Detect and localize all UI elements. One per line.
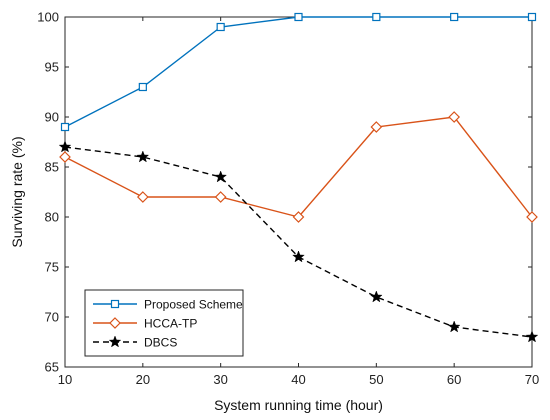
y-tick-label: 85 xyxy=(45,160,59,175)
data-point-proposed-scheme xyxy=(138,82,147,92)
data-point-hcca-tp xyxy=(526,211,538,223)
x-tick-label: 10 xyxy=(58,372,72,387)
x-tick-label: 60 xyxy=(447,372,461,387)
data-point-proposed-scheme xyxy=(216,22,225,32)
legend-label-dbcs: DBCS xyxy=(144,336,177,350)
data-point-hcca-tp xyxy=(292,211,305,223)
data-point-proposed-scheme xyxy=(60,122,70,132)
data-point-hcca-tp xyxy=(448,111,461,123)
legend-marker-proposed-scheme xyxy=(110,299,120,309)
data-point-dbcs xyxy=(447,320,461,333)
series-layer xyxy=(58,12,539,343)
data-point-hcca-tp xyxy=(136,191,149,203)
data-point-dbcs xyxy=(369,290,383,303)
legend-label-proposed-scheme: Proposed Scheme xyxy=(144,298,243,312)
x-tick-label: 50 xyxy=(369,372,383,387)
data-point-dbcs xyxy=(58,140,72,153)
data-point-proposed-scheme xyxy=(450,12,459,22)
y-tick-label: 80 xyxy=(45,210,59,225)
y-axis-title: Surviving rate (%) xyxy=(9,136,25,247)
x-axis-title: System running time (hour) xyxy=(214,397,383,413)
x-tick-label: 20 xyxy=(136,372,150,387)
legend: Proposed Scheme HCCA-TP DBCS xyxy=(84,289,244,357)
data-point-proposed-scheme xyxy=(294,12,303,22)
y-tick-label: 95 xyxy=(45,60,59,75)
data-point-dbcs xyxy=(525,330,539,343)
data-point-hcca-tp xyxy=(214,191,227,203)
legend-label-hcca-tp: HCCA-TP xyxy=(144,317,197,331)
legend-entries: Proposed Scheme HCCA-TP DBCS xyxy=(93,298,243,350)
x-tick-label: 30 xyxy=(213,372,227,387)
data-point-proposed-scheme xyxy=(527,12,537,22)
data-point-dbcs xyxy=(292,250,305,263)
legend-marker-dbcs xyxy=(108,335,122,348)
y-tick-label: 100 xyxy=(37,10,59,25)
axis-ticks: 10 20 30 40 50 60 70 65 70 75 80 85 90 95 100 xyxy=(37,10,539,388)
data-point-dbcs xyxy=(214,170,228,183)
data-point-hcca-tp xyxy=(370,121,383,133)
data-point-dbcs xyxy=(136,150,150,163)
data-point-proposed-scheme xyxy=(372,12,381,22)
y-tick-label: 90 xyxy=(45,110,59,125)
y-tick-label: 75 xyxy=(45,260,59,275)
x-tick-label: 70 xyxy=(525,372,539,387)
legend-marker-hcca-tp xyxy=(109,317,121,329)
x-tick-label: 40 xyxy=(291,372,305,387)
y-tick-label: 65 xyxy=(45,360,59,375)
data-point-hcca-tp xyxy=(59,151,71,163)
y-tick-label: 70 xyxy=(45,310,59,325)
